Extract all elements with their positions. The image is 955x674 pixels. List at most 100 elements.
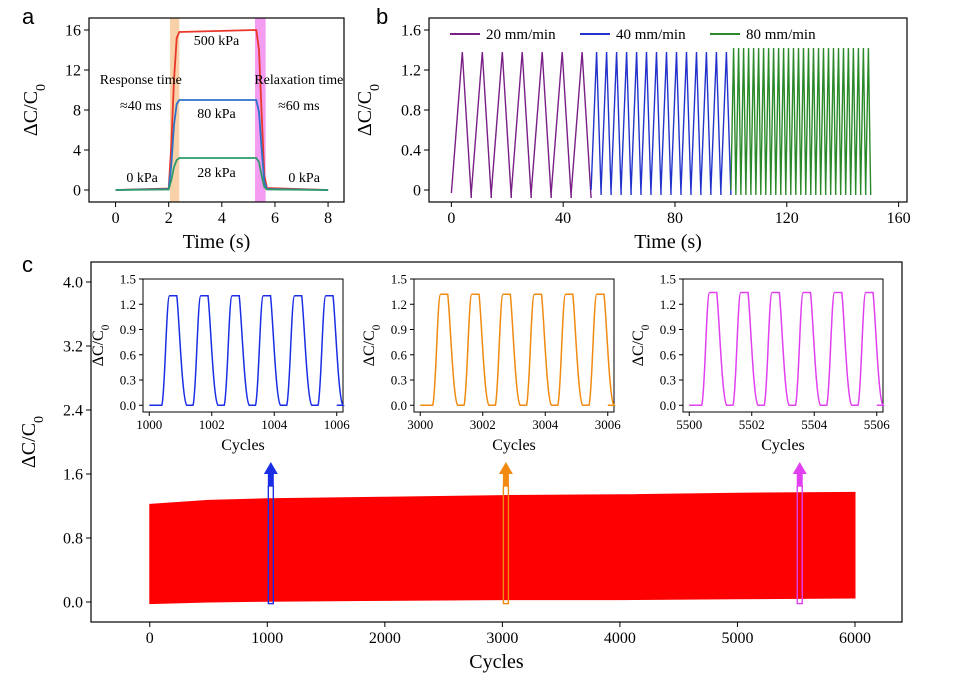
- c-inset-y-tick-label: 0.6: [120, 347, 137, 362]
- a-annotation-relaxation-value: ≈60 ms: [278, 99, 320, 114]
- a-annotation-80kpa: 80 kPa: [197, 107, 236, 122]
- c-inset-y-tick-label: 0.9: [120, 322, 136, 337]
- a-y-tick-label: 16: [65, 23, 81, 40]
- c-inset-y-axis-title-main: ΔC/C: [90, 330, 107, 366]
- c-y-axis-title-main: ΔC/C: [18, 423, 40, 468]
- c-x-tick-label: 2000: [369, 630, 401, 647]
- c-cycling-band: [149, 491, 856, 605]
- b-y-axis-title: ΔC/C0: [354, 84, 383, 136]
- b-x-tick-label: 120: [775, 210, 799, 227]
- b-x-tick-label: 80: [667, 210, 683, 227]
- c-inset-y-axis-title-sub: 0: [640, 324, 652, 330]
- c-inset-x-tick-label: 5504: [801, 417, 828, 432]
- c-inset-y-axis-title-main: ΔC/C: [630, 330, 647, 366]
- c-inset-x-axis-title: Cycles: [221, 437, 265, 454]
- a-x-tick-label: 4: [218, 210, 226, 227]
- a-annotation-500kpa: 500 kPa: [194, 34, 240, 49]
- a-annotation-response-time: Response time: [100, 73, 182, 88]
- c-inset-y-tick-label: 1.5: [120, 272, 136, 287]
- c-inset-plot-frame: [682, 278, 884, 413]
- c-x-axis-title: Cycles: [469, 651, 524, 673]
- c-inset-y-tick-label: 1.5: [660, 272, 676, 287]
- a-y-axis-title: ΔC/C0: [20, 84, 49, 136]
- c-inset-x-tick-label: 3006: [595, 417, 622, 432]
- c-inset-y-tick-label: 1.2: [120, 297, 136, 312]
- c-inset-y-axis-title-main: ΔC/C: [361, 330, 378, 366]
- up-arrow-icon: [792, 462, 807, 486]
- c-inset-y-axis-title: ΔC/C0: [361, 324, 383, 366]
- c-x-tick-label: 3000: [486, 630, 518, 647]
- c-inset-x-axis-title: Cycles: [492, 437, 536, 454]
- b-series-line-80-mm-min: [730, 47, 872, 196]
- c-inset-series-line: [689, 291, 885, 407]
- panel-label-a: a: [22, 4, 35, 29]
- c-inset-y-axis-title: ΔC/C0: [630, 324, 652, 366]
- a-x-tick-label: 6: [271, 210, 279, 227]
- a-y-tick-label: 0: [73, 183, 81, 200]
- c-inset-y-tick-label: 0.9: [660, 322, 676, 337]
- a-annotation-0kpa-right: 0 kPa: [288, 171, 320, 186]
- c-inset-series-line: [149, 295, 345, 407]
- c-inset-y-tick-label: 0.3: [120, 373, 136, 388]
- c-x-tick-label: 4000: [604, 630, 636, 647]
- c-inset-x-tick-label: 5500: [676, 417, 702, 432]
- response-time-band: [170, 18, 180, 202]
- c-inset-x-tick-label: 3000: [407, 417, 433, 432]
- b-series-line-20-mm-min: [450, 51, 592, 199]
- c-inset-series-line: [420, 293, 616, 407]
- c-inset-y-tick-label: 0.0: [120, 398, 136, 413]
- a-x-tick-label: 0: [112, 210, 120, 227]
- c-inset-x-axis-title: Cycles: [761, 437, 805, 454]
- c-inset-y-tick-label: 1.2: [660, 297, 676, 312]
- c-x-tick-label: 6000: [839, 630, 871, 647]
- c-inset-y-tick-label: 0.6: [660, 347, 677, 362]
- c-inset-y-axis-title-sub: 0: [100, 324, 112, 330]
- up-arrow-icon: [498, 462, 513, 486]
- c-y-tick-label: 0.0: [63, 595, 83, 612]
- c-inset-y-tick-label: 0.6: [391, 347, 408, 362]
- a-y-tick-label: 12: [65, 63, 81, 80]
- b-legend-label: 20 mm/min: [486, 27, 556, 43]
- b-y-tick-label: 1.2: [401, 63, 421, 80]
- c-inset-y-tick-label: 0.9: [391, 322, 407, 337]
- c-inset-y-axis-title: ΔC/C0: [90, 324, 112, 366]
- a-x-tick-label: 2: [165, 210, 173, 227]
- c-x-tick-label: 5000: [721, 630, 753, 647]
- c-y-axis-title: ΔC/C0: [18, 416, 47, 468]
- c-inset-x-tick-label: 1006: [324, 417, 351, 432]
- a-y-axis-title-main: ΔC/C: [20, 91, 42, 136]
- a-y-axis-title-sub: 0: [34, 84, 49, 91]
- b-y-axis-title-main: ΔC/C: [354, 91, 376, 136]
- b-legend-label: 40 mm/min: [616, 27, 686, 43]
- relaxation-time-band: [255, 18, 266, 202]
- b-y-axis-title-sub: 0: [368, 84, 383, 91]
- b-x-axis-title: Time (s): [634, 231, 702, 253]
- a-y-tick-label: 4: [73, 143, 81, 160]
- panel-c-chart: 0 1000 2000 3000 4000 5000 6000 0.0 0.8 1.6 2.4 3.2…: [18, 261, 903, 673]
- b-x-tick-label: 0: [447, 210, 455, 227]
- c-inset-y-axis-title-sub: 0: [371, 324, 383, 330]
- c-inset-y-tick-label: 0.3: [391, 373, 407, 388]
- b-x-tick-label: 40: [555, 210, 571, 227]
- c-inset-2: 3000 3002 3004 3006 0.0 0.3 0.6 0.9 1.2 1.5 Cycles…: [361, 272, 621, 454]
- c-inset-x-tick-label: 1004: [261, 417, 288, 432]
- a-series-line-80-kPa: [115, 99, 329, 191]
- c-inset-y-tick-label: 0.3: [660, 373, 676, 388]
- c-y-axis-title-sub: 0: [32, 416, 47, 423]
- b-legend-label: 80 mm/min: [746, 27, 816, 43]
- b-y-tick-label: 1.6: [401, 23, 421, 40]
- b-x-tick-label: 160: [887, 210, 911, 227]
- c-inset-1: 1000 1002 1004 1006 0.0 0.3 0.6 0.9 1.2 1.5 Cycles…: [90, 272, 350, 454]
- up-arrow-icon: [263, 462, 278, 486]
- c-x-tick-label: 0: [146, 630, 154, 647]
- c-inset-y-tick-label: 1.2: [391, 297, 407, 312]
- c-y-tick-label: 0.8: [63, 531, 83, 548]
- panel-label-b: b: [376, 4, 388, 29]
- c-inset-x-tick-label: 5502: [739, 417, 765, 432]
- b-y-tick-label: 0.8: [401, 103, 421, 120]
- c-y-tick-label: 2.4: [63, 403, 83, 420]
- a-annotation-response-value: ≈40 ms: [120, 99, 162, 114]
